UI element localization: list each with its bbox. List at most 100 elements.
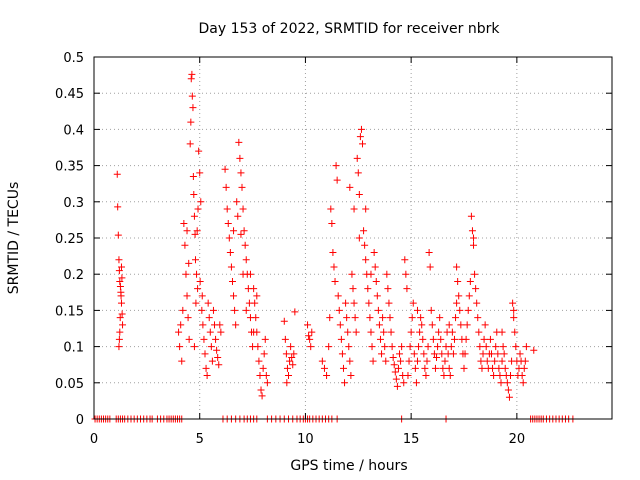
data-point <box>198 306 206 314</box>
data-point <box>250 285 258 293</box>
data-point <box>230 227 238 235</box>
data-point <box>289 361 297 369</box>
data-point <box>460 364 468 372</box>
data-point <box>389 353 397 361</box>
data-point <box>304 321 312 329</box>
data-point <box>241 241 249 249</box>
x-tick-label: 20 <box>509 432 526 447</box>
data-point <box>307 343 315 351</box>
data-point <box>257 386 265 394</box>
data-point <box>470 234 478 242</box>
data-point <box>260 350 268 358</box>
data-point <box>446 372 454 380</box>
data-point <box>479 350 487 358</box>
data-point <box>216 321 224 329</box>
data-point <box>456 306 464 314</box>
data-point <box>385 299 393 307</box>
data-point <box>338 350 346 358</box>
data-point <box>206 328 214 336</box>
data-point <box>115 256 123 264</box>
data-point <box>403 285 411 293</box>
data-point <box>468 227 476 235</box>
data-point <box>388 343 396 351</box>
data-point <box>191 256 199 264</box>
data-point <box>365 299 373 307</box>
data-point <box>510 306 518 314</box>
data-point <box>116 314 124 322</box>
data-point <box>472 285 480 293</box>
x-tick-label: 15 <box>403 432 420 447</box>
data-point <box>242 256 250 264</box>
data-point <box>495 364 503 372</box>
data-point <box>117 299 125 307</box>
data-point <box>405 357 413 365</box>
data-point <box>214 353 222 361</box>
data-point <box>481 321 489 329</box>
data-point <box>378 350 386 358</box>
data-point <box>182 270 190 278</box>
y-tick-label: 0.15 <box>55 304 84 319</box>
data-point <box>234 212 242 220</box>
data-point <box>205 314 213 322</box>
data-point <box>420 350 428 358</box>
data-point <box>376 335 384 343</box>
data-point <box>349 285 357 293</box>
data-point <box>463 321 471 329</box>
axis-tick-labels: 0 0.05 0.1 0.15 0.2 0.25 0.3 0.35 0.4 0.45 0.5 0 5 10… <box>55 51 525 447</box>
data-point <box>440 372 448 380</box>
data-point <box>359 140 367 148</box>
data-point <box>118 310 126 318</box>
data-point <box>118 274 126 282</box>
data-point <box>373 292 381 300</box>
data-point <box>370 248 378 256</box>
data-point <box>348 270 356 278</box>
data-point <box>350 205 358 213</box>
data-point <box>475 328 483 336</box>
data-point <box>519 379 527 387</box>
data-point <box>238 183 246 191</box>
data-point <box>290 350 298 358</box>
data-point <box>262 372 270 380</box>
data-point <box>288 353 296 361</box>
data-point <box>345 343 353 351</box>
data-point <box>200 335 208 343</box>
data-point <box>115 335 123 343</box>
data-point <box>213 346 221 354</box>
data-point <box>509 299 517 307</box>
data-point <box>490 372 498 380</box>
data-point <box>227 263 235 271</box>
data-point <box>181 241 189 249</box>
data-point <box>471 270 479 278</box>
axis-ticks <box>93 56 612 420</box>
data-point <box>379 314 387 322</box>
data-point <box>476 343 484 351</box>
data-point <box>325 343 333 351</box>
data-point <box>350 299 358 307</box>
y-tick-label: 0.5 <box>63 51 84 66</box>
data-point <box>176 343 184 351</box>
x-tick-label: 0 <box>90 432 98 447</box>
data-point <box>196 169 204 177</box>
data-point <box>341 379 349 387</box>
data-point <box>209 306 217 314</box>
data-point <box>497 379 505 387</box>
data-point <box>438 350 446 358</box>
data-point <box>253 292 261 300</box>
data-point <box>193 227 201 235</box>
y-tick-label: 0.3 <box>63 196 84 211</box>
data-point <box>347 372 355 380</box>
data-point <box>113 170 121 178</box>
data-point <box>339 364 347 372</box>
data-point <box>467 212 475 220</box>
data-point <box>392 375 400 383</box>
data-point <box>251 299 259 307</box>
x-tick-label: 5 <box>196 432 204 447</box>
data-point <box>520 364 528 372</box>
data-point <box>230 292 238 300</box>
data-point <box>362 256 370 264</box>
data-point <box>258 392 266 400</box>
data-point <box>119 321 127 329</box>
data-point <box>496 372 504 380</box>
data-point <box>386 314 394 322</box>
